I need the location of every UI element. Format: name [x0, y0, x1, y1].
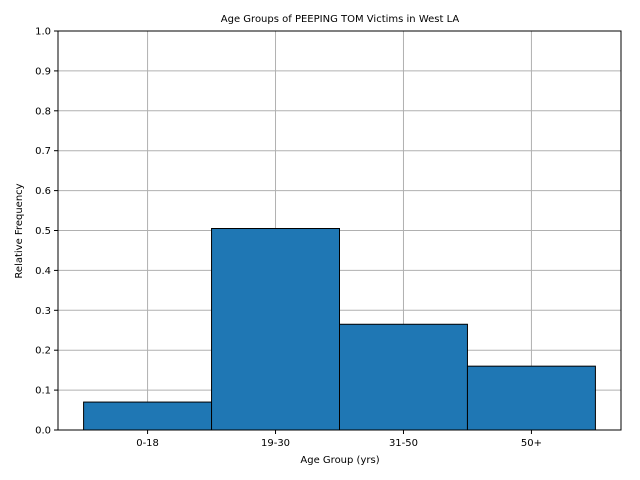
- y-ticks: 0.0 0.1 0.2 0.3 0.4 0.5 0.6 0.7 0.8 0.9 1.0: [35, 27, 58, 437]
- y-tick-label: 0.9: [35, 66, 51, 77]
- y-tick-label: 0.8: [35, 106, 51, 117]
- y-tick-label: 0.3: [35, 306, 51, 317]
- x-tick-label: 31-50: [389, 438, 418, 449]
- y-tick-label: 0.1: [35, 386, 51, 397]
- y-tick-label: 0.7: [35, 146, 51, 157]
- bar-19-30: [211, 228, 340, 431]
- bar-31-50: [339, 323, 468, 431]
- x-tick-label: 50+: [521, 438, 542, 449]
- bar-0-18: [83, 401, 213, 431]
- y-tick-label: 0.6: [35, 186, 51, 197]
- x-axis-title: Age Group (yrs): [300, 455, 379, 466]
- y-tick-label: 0.4: [35, 266, 51, 277]
- bars: [83, 228, 596, 431]
- y-tick-label: 0.2: [35, 346, 51, 357]
- x-ticks: 0-18 19-30 31-50 50+: [136, 430, 542, 449]
- y-tick-label: 0.0: [35, 426, 51, 437]
- y-tick-label: 0.5: [35, 226, 51, 237]
- bar-50+: [466, 365, 596, 431]
- y-tick-label: 1.0: [35, 27, 51, 38]
- chart-title: Age Groups of PEEPING TOM Victims in Wes…: [221, 14, 460, 25]
- y-axis-title: Relative Frequency: [14, 183, 25, 278]
- x-tick-label: 0-18: [136, 438, 159, 449]
- x-tick-label: 19-30: [261, 438, 290, 449]
